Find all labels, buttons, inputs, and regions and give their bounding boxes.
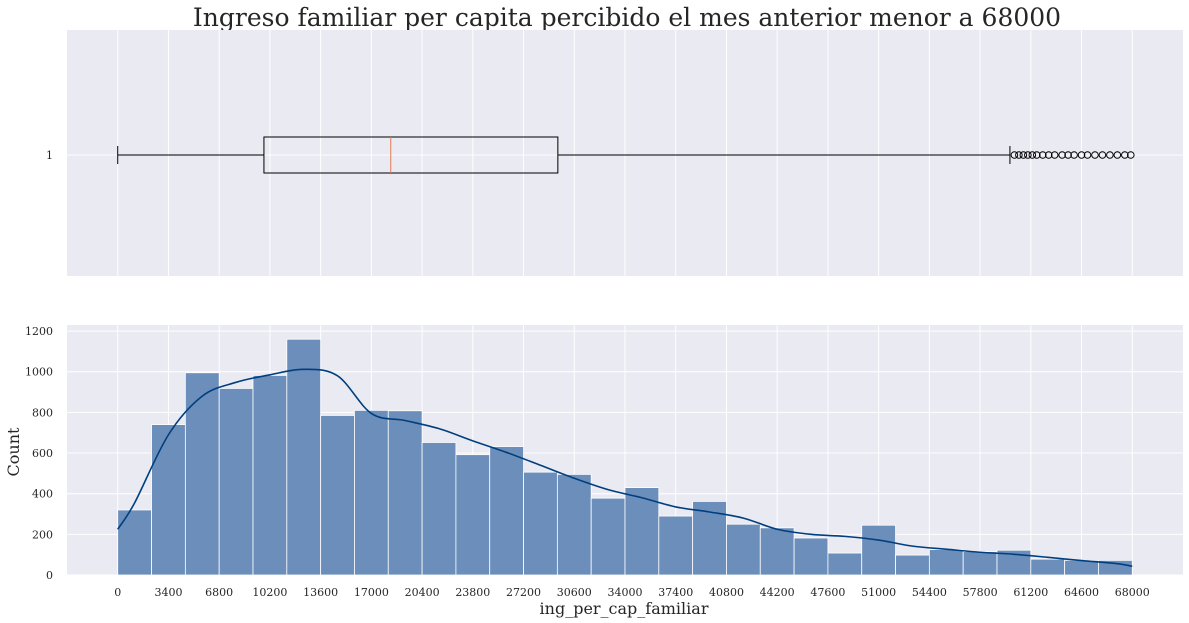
x-tick-label: 20400 — [405, 586, 440, 599]
histogram-bar — [827, 552, 863, 576]
histogram-bar — [624, 487, 660, 576]
histogram-bar — [455, 454, 491, 576]
x-tick-label: 68000 — [1115, 586, 1150, 599]
histogram-bar — [962, 551, 998, 576]
x-tick-label: 37400 — [658, 586, 693, 599]
histogram-bar — [590, 497, 626, 576]
boxplot-outlier — [1126, 151, 1135, 159]
boxplot-outlier — [1058, 151, 1066, 159]
histogram-bar — [286, 338, 322, 576]
histogram-bar — [658, 515, 694, 576]
boxplot-outlier — [1050, 151, 1059, 159]
boxplot-outlier — [1010, 151, 1019, 159]
histogram-bar — [387, 410, 423, 576]
boxplot-outlier — [1113, 151, 1122, 159]
x-tick-label: 6800 — [205, 586, 233, 599]
y-axis-label: Count — [4, 427, 23, 476]
y-tick-label: 400 — [32, 488, 53, 501]
histogram-bar — [556, 473, 592, 576]
x-tick-label: 61200 — [1013, 586, 1048, 599]
histogram-bar — [793, 537, 829, 576]
x-tick-label: 44200 — [760, 586, 795, 599]
x-tick-label: 64600 — [1064, 586, 1099, 599]
x-tick-label: 27200 — [506, 586, 541, 599]
x-tick-label: 23800 — [455, 586, 490, 599]
boxplot-outlier — [1091, 151, 1099, 159]
histogram-bar — [218, 388, 254, 576]
boxplot-outlier — [1024, 151, 1032, 159]
histogram-bars — [117, 338, 1133, 576]
boxplot-category-label: 1 — [46, 149, 53, 162]
boxplot-marks — [117, 136, 1135, 174]
x-axis-label: ing_per_cap_familiar — [540, 599, 709, 618]
boxplot-outlier — [1121, 151, 1129, 159]
x-tick-label: 40800 — [709, 586, 744, 599]
histogram-bar — [489, 446, 524, 576]
y-tick-label: 0 — [46, 569, 53, 582]
histogram-bar — [726, 523, 761, 576]
boxplot-outlier — [1077, 151, 1086, 159]
kde-curve — [117, 368, 1133, 568]
y-tick-label: 200 — [32, 528, 53, 541]
boxplot-box — [263, 136, 559, 174]
boxplot-panel: 1 — [46, 30, 1183, 276]
histogram-bar — [421, 442, 457, 576]
x-tick-label: 10200 — [252, 586, 287, 599]
boxplot-outlier — [1064, 151, 1072, 159]
boxplot-outlier — [1032, 151, 1041, 159]
y-tick-label: 1000 — [25, 366, 53, 379]
histogram-bar — [895, 554, 930, 576]
histogram-bar — [861, 524, 896, 576]
boxplot-outlier — [1019, 151, 1028, 159]
histogram-bar — [151, 424, 186, 576]
histogram-bar — [928, 549, 964, 576]
boxplot-outlier — [1098, 151, 1107, 159]
boxplot-outlier — [1015, 151, 1023, 159]
histogram-panel: 0 3400 6800 10200 13600 17000 20400 23800 27200 3… — [4, 325, 1183, 618]
x-tick-label: 47600 — [810, 586, 845, 599]
histogram-y-tick-labels: 0 200 400 600 800 1000 1200 — [25, 325, 53, 582]
boxplot-outlier — [1083, 151, 1092, 159]
x-tick-label: 54400 — [912, 586, 947, 599]
x-tick-label: 13600 — [303, 586, 338, 599]
y-tick-label: 1200 — [25, 325, 53, 338]
histogram-bar — [117, 509, 152, 576]
histogram-x-tick-labels: 0 3400 6800 10200 13600 17000 20400 23800 27200 3… — [114, 586, 1150, 599]
histogram-bar — [523, 471, 558, 576]
boxplot-outlier — [1106, 151, 1114, 159]
x-tick-label: 0 — [114, 586, 121, 599]
x-tick-label: 51000 — [861, 586, 896, 599]
boxplot-outlier — [1070, 151, 1078, 159]
y-tick-label: 600 — [32, 447, 53, 460]
x-tick-label: 34000 — [608, 586, 643, 599]
histogram-bar — [320, 415, 355, 576]
x-tick-label: 57800 — [963, 586, 998, 599]
y-tick-label: 800 — [32, 406, 53, 419]
histogram-bar — [1064, 559, 1099, 576]
chart-title: Ingreso familiar per capita percibido el… — [193, 3, 1061, 32]
x-tick-label: 17000 — [354, 586, 389, 599]
histogram-bar — [252, 375, 288, 576]
boxplot-outlier — [1028, 151, 1037, 159]
x-tick-label: 3400 — [154, 586, 182, 599]
x-tick-label: 30600 — [557, 586, 592, 599]
histogram-bar — [759, 527, 795, 576]
boxplot-outlier — [1044, 151, 1053, 159]
histogram-bar — [184, 372, 220, 576]
boxplot-outlier — [1038, 151, 1047, 159]
histogram-bar — [354, 409, 389, 576]
histogram-bar — [1030, 558, 1066, 576]
